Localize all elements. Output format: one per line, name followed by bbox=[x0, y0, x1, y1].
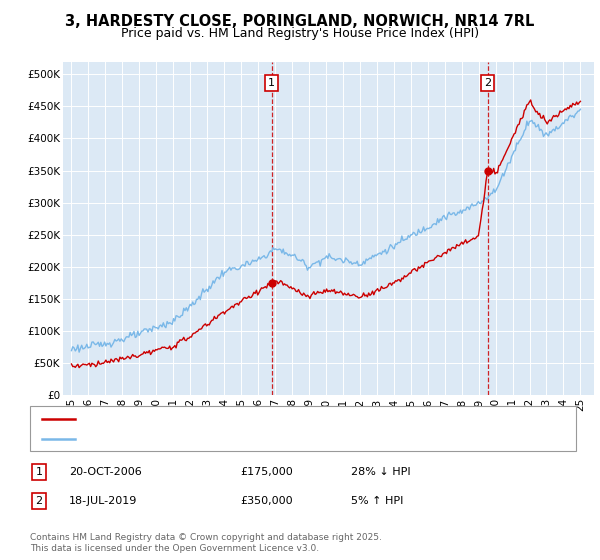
Text: Contains HM Land Registry data © Crown copyright and database right 2025.
This d: Contains HM Land Registry data © Crown c… bbox=[30, 533, 382, 553]
Text: £175,000: £175,000 bbox=[240, 467, 293, 477]
Text: £350,000: £350,000 bbox=[240, 496, 293, 506]
Text: 2: 2 bbox=[35, 496, 43, 506]
Text: 5% ↑ HPI: 5% ↑ HPI bbox=[351, 496, 403, 506]
Text: 3, HARDESTY CLOSE, PORINGLAND, NORWICH, NR14 7RL (detached house): 3, HARDESTY CLOSE, PORINGLAND, NORWICH, … bbox=[82, 413, 503, 423]
Text: 18-JUL-2019: 18-JUL-2019 bbox=[69, 496, 137, 506]
Text: 3, HARDESTY CLOSE, PORINGLAND, NORWICH, NR14 7RL: 3, HARDESTY CLOSE, PORINGLAND, NORWICH, … bbox=[65, 14, 535, 29]
Text: 2: 2 bbox=[484, 78, 491, 88]
Text: 1: 1 bbox=[35, 467, 43, 477]
Text: 1: 1 bbox=[268, 78, 275, 88]
Text: 28% ↓ HPI: 28% ↓ HPI bbox=[351, 467, 410, 477]
Text: HPI: Average price, detached house, South Norfolk: HPI: Average price, detached house, Sout… bbox=[82, 434, 365, 444]
Text: Price paid vs. HM Land Registry's House Price Index (HPI): Price paid vs. HM Land Registry's House … bbox=[121, 27, 479, 40]
Text: 20-OCT-2006: 20-OCT-2006 bbox=[69, 467, 142, 477]
